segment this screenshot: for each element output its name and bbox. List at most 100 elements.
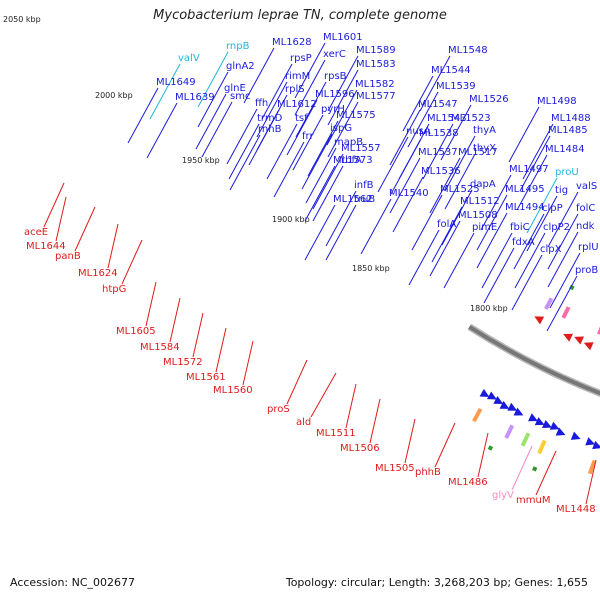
leader-line	[407, 91, 439, 148]
leader-line	[511, 254, 543, 311]
leader-line	[440, 104, 472, 161]
feature-block	[520, 432, 531, 447]
gene-label: ML1577	[356, 91, 396, 102]
gene-label: tig	[555, 185, 568, 196]
gene-label: ML1582	[355, 79, 395, 90]
gene-label: ML1511	[316, 428, 356, 439]
leader-line	[169, 297, 181, 343]
feature-block	[532, 466, 538, 472]
leader-line	[312, 165, 344, 222]
leader-line	[526, 177, 558, 234]
gene-label: ML1583	[356, 59, 396, 70]
gene-arrow	[563, 333, 573, 342]
leader-line	[547, 231, 579, 288]
gene-label: ML1628	[272, 37, 312, 48]
leader-line	[431, 206, 463, 263]
leader-line	[292, 114, 324, 171]
leader-line	[441, 189, 473, 246]
gene-label: ML1523	[451, 113, 491, 124]
leader-line	[304, 204, 336, 261]
gene-label: ffh	[255, 98, 268, 109]
gene-label: ML1537	[418, 147, 458, 158]
leader-line	[549, 252, 581, 309]
gene-label: ML1561	[186, 372, 226, 383]
gene-label: ML1506	[340, 443, 380, 454]
leader-line	[547, 191, 579, 248]
gene-label: dapA	[470, 179, 496, 190]
gene-label: rpsB	[324, 71, 347, 82]
gene-label: ML1497	[509, 164, 549, 175]
leader-line	[408, 229, 440, 286]
gene-label: clpP	[542, 203, 563, 214]
leader-line	[404, 418, 416, 464]
gene-label: ML1572	[163, 357, 203, 368]
leader-line	[519, 135, 551, 192]
gene-label: rnpB	[226, 41, 250, 52]
gene-arrow	[585, 437, 596, 446]
map-title: Mycobacterium leprae TN, complete genome	[153, 8, 447, 23]
gene-label: ML1448	[556, 504, 596, 515]
gene-label: proS	[267, 404, 290, 415]
leader-line	[546, 275, 578, 332]
gene-arrow	[549, 421, 560, 430]
gene-label: infB	[354, 180, 374, 191]
leader-line	[508, 106, 540, 163]
leader-line	[360, 198, 392, 255]
leader-line	[325, 190, 357, 247]
gene-label: glnA2	[226, 61, 255, 72]
leader-line	[243, 47, 275, 104]
gene-label: nusA	[406, 126, 431, 137]
gene-label: proU	[555, 167, 579, 178]
leader-line	[411, 194, 443, 251]
leader-line	[402, 75, 434, 132]
genome-summary: Topology: circular; Length: 3,268,203 bp…	[285, 576, 588, 589]
gene-label: ML1525	[440, 184, 480, 195]
gene-label: ML1547	[418, 99, 458, 110]
gene-arrow	[542, 419, 552, 429]
gene-label: panB	[55, 251, 81, 262]
gene-label: clpX	[540, 244, 562, 255]
tick-label: 1950 kbp	[182, 156, 220, 165]
gene-label: aceE	[24, 227, 48, 238]
leader-line	[197, 51, 229, 108]
gene-label: ML1488	[551, 113, 591, 124]
leader-line	[444, 135, 476, 192]
gene-label: ML1486	[448, 477, 488, 488]
leader-line	[389, 157, 421, 214]
accession-text: Accession: NC_002677	[10, 576, 136, 589]
gene-features	[472, 284, 600, 475]
leader-line	[273, 141, 305, 198]
leader-line	[419, 55, 451, 112]
gene-label: smc	[230, 91, 250, 102]
leader-line	[389, 109, 421, 166]
tick-label: 1900 kbp	[272, 215, 310, 224]
gene-label: phhB	[415, 467, 441, 478]
gene-label: rnhB	[258, 124, 282, 135]
gene-arrow	[513, 407, 524, 416]
feature-block	[537, 439, 547, 455]
leader-line	[547, 213, 579, 270]
leader-line	[107, 223, 119, 269]
leader-line	[345, 383, 357, 429]
leader-line	[242, 340, 254, 386]
leader-line	[215, 327, 227, 373]
gene-label: ML1526	[469, 94, 509, 105]
gene-arrow	[479, 388, 490, 397]
leader-line	[286, 359, 308, 405]
gene-label: mapB	[334, 137, 363, 148]
leader-line	[266, 123, 298, 180]
tick-label: 1850 kbp	[352, 264, 390, 273]
gene-label: ML1639	[175, 92, 215, 103]
leader-line	[327, 69, 359, 126]
feature-block	[487, 445, 494, 451]
leader-line	[307, 120, 339, 177]
gene-label: fbiC	[510, 222, 530, 233]
gene-label: ML1557	[341, 143, 381, 154]
gene-arrow	[499, 400, 510, 409]
gene-label: ML1562	[333, 194, 373, 205]
leader-line	[295, 81, 327, 138]
leader-line	[261, 63, 293, 120]
leader-line	[201, 101, 233, 158]
